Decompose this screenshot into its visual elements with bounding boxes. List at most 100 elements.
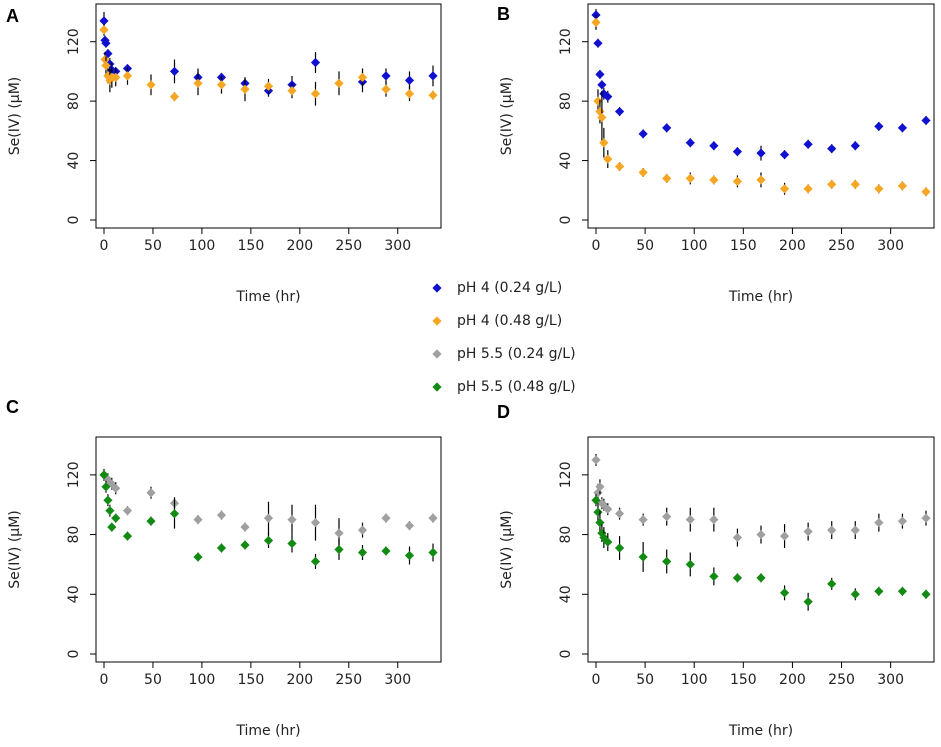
y-tick-label: 80 [558, 526, 574, 544]
x-tick-label: 100 [189, 672, 216, 688]
data-point [756, 573, 766, 583]
data-point [897, 586, 908, 596]
data-point [685, 559, 695, 570]
x-tick-label: 250 [335, 672, 362, 688]
data-point [756, 148, 766, 158]
data-point [897, 123, 908, 133]
x-tick-label: 250 [828, 672, 855, 688]
legend-marker [432, 382, 442, 392]
data-point [593, 507, 603, 517]
data-point [850, 141, 860, 151]
x-tick-label: 250 [335, 238, 362, 254]
y-axis-label: Se(IV) (μM) [499, 77, 515, 156]
y-tick-label: 120 [66, 28, 82, 55]
data-point [240, 522, 250, 532]
data-point [685, 138, 695, 148]
data-point [122, 531, 133, 541]
data-point [638, 515, 648, 525]
chart-panel-b: B 0 50 100 150 200 250 300 0 40 80 120 Time (hr) Se(I… [497, 3, 935, 305]
data-point [874, 518, 884, 528]
panel-letter: B [497, 4, 510, 24]
data-point [599, 138, 609, 148]
plot-frame [95, 3, 442, 229]
y-tick-label: 80 [66, 526, 82, 544]
data-point [803, 597, 813, 607]
data-point [732, 573, 743, 583]
data-point [827, 179, 837, 189]
data-point [357, 525, 368, 535]
data-point [99, 470, 109, 480]
data-point [404, 521, 415, 531]
data-point [874, 586, 884, 596]
data-point [662, 512, 672, 522]
data-point [193, 78, 203, 88]
y-tick-label: 0 [66, 650, 82, 659]
data-point [662, 123, 672, 133]
data-point [779, 150, 790, 160]
data-point [756, 175, 766, 185]
y-tick-label: 0 [558, 650, 574, 659]
legend-label: pH 5.5 (0.48 g/L) [457, 379, 576, 395]
y-axis-label: Se(IV) (μM) [499, 510, 515, 589]
data-point [638, 167, 648, 178]
x-tick-label: 0 [100, 238, 109, 254]
data-point [709, 175, 719, 185]
data-point [779, 184, 790, 194]
data-point [404, 89, 415, 99]
y-tick-label: 40 [66, 152, 82, 170]
data-point [404, 75, 415, 85]
data-point [597, 112, 607, 123]
data-point [103, 495, 113, 505]
legend-label: pH 5.5 (0.24 g/L) [457, 346, 576, 362]
panel-letter: C [6, 397, 19, 417]
data-point [709, 141, 719, 151]
x-tick-label: 200 [286, 238, 313, 254]
legend-label: pH 4 (0.48 g/L) [457, 313, 562, 329]
data-point [591, 10, 601, 20]
data-point [122, 506, 133, 516]
data-point [111, 72, 121, 82]
y-tick-label: 40 [558, 585, 574, 603]
x-tick-label: 150 [238, 672, 265, 688]
data-point [874, 184, 884, 194]
data-point [105, 59, 115, 69]
data-point [874, 121, 884, 131]
data-point [593, 38, 603, 48]
data-point [756, 529, 766, 540]
x-tick-label: 150 [238, 238, 265, 254]
data-point [614, 543, 625, 553]
chart-panel-a: A 0 50 100 150 200 250 300 0 40 80 120 Time (hr) Se(I… [6, 3, 442, 305]
data-point [595, 69, 605, 79]
data-point [595, 518, 605, 528]
y-tick-label: 0 [558, 216, 574, 225]
x-tick-label: 150 [730, 672, 757, 688]
data-point [100, 54, 110, 65]
data-point [685, 515, 695, 525]
data-point [99, 16, 109, 26]
data-point [428, 90, 438, 100]
data-point [591, 17, 601, 27]
y-axis-label: Se(IV) (μM) [7, 77, 23, 156]
data-point [803, 526, 813, 537]
data-point [334, 528, 344, 538]
data-point [146, 516, 156, 526]
y-axis-label: Se(IV) (μM) [7, 510, 23, 589]
data-point [614, 106, 625, 117]
data-point [603, 504, 613, 514]
x-tick-label: 50 [144, 238, 162, 254]
data-point [310, 518, 321, 528]
data-point [240, 84, 250, 94]
data-point [169, 509, 180, 519]
data-point [310, 556, 321, 567]
data-point [310, 57, 321, 68]
data-point [334, 544, 344, 555]
panel-letter: A [6, 6, 19, 26]
x-tick-label: 300 [877, 238, 904, 254]
data-point [597, 80, 607, 90]
plot-frame [587, 3, 935, 229]
data-point [897, 516, 908, 526]
series-ph-5-5-0-48-g-l- [591, 494, 931, 611]
data-point [310, 89, 321, 99]
data-point [662, 173, 672, 183]
